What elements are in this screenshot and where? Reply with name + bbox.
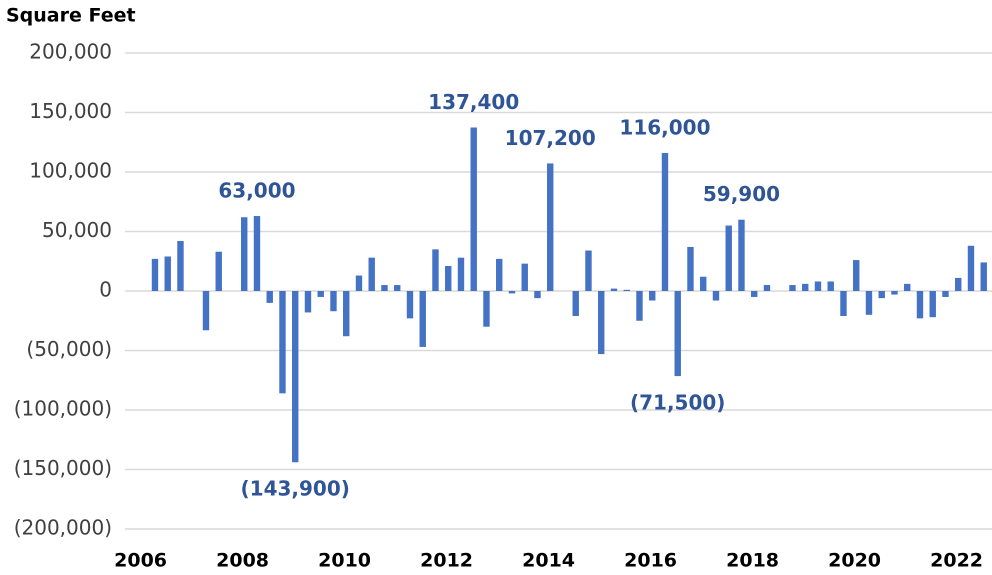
- y-tick-label: 200,000: [29, 40, 112, 64]
- bar: [610, 288, 618, 291]
- y-tick-label: (100,000): [14, 397, 112, 421]
- bar: [572, 291, 579, 316]
- data-label: (143,900): [241, 477, 350, 501]
- bar: [151, 258, 159, 291]
- bar: [253, 216, 261, 291]
- y-tick-label: 0: [99, 278, 112, 302]
- bar: [700, 276, 707, 291]
- bar: [547, 163, 554, 291]
- bar: [827, 281, 834, 291]
- bar: [304, 291, 312, 313]
- bar: [445, 266, 452, 291]
- bar: [623, 289, 630, 291]
- bar: [202, 291, 210, 331]
- data-label: 63,000: [218, 179, 295, 203]
- x-tick-label: 2008: [216, 550, 269, 572]
- bar: [164, 256, 171, 291]
- bar: [980, 262, 987, 291]
- data-label: 107,200: [505, 126, 596, 150]
- x-tick-label: 2006: [114, 550, 167, 572]
- x-tick-label: 2022: [930, 550, 983, 572]
- bar: [661, 152, 669, 291]
- bar: [266, 291, 273, 303]
- x-tick-label: 2018: [726, 550, 779, 572]
- bar: [585, 250, 592, 291]
- x-tick-label: 2014: [522, 550, 575, 572]
- bar: [355, 275, 363, 291]
- bar: [317, 291, 324, 297]
- x-tick-label: 2012: [420, 550, 473, 572]
- x-tick-label: 2020: [828, 550, 881, 572]
- y-tick-label: (50,000): [26, 337, 112, 361]
- bar: [419, 291, 426, 347]
- bar: [521, 263, 528, 291]
- y-tick-label: (150,000): [14, 456, 112, 480]
- bar: [343, 291, 350, 337]
- bar: [865, 291, 873, 315]
- bar: [241, 217, 248, 291]
- bar: [177, 241, 184, 291]
- bar: [496, 258, 503, 291]
- y-tick-label: 150,000: [29, 99, 112, 123]
- bar: [394, 285, 401, 291]
- data-label: 137,400: [428, 90, 519, 114]
- bar: [368, 257, 375, 291]
- bar: [802, 283, 809, 291]
- y-axis-title: Square Feet: [6, 5, 136, 27]
- bar: [292, 291, 299, 463]
- bar: [636, 291, 643, 321]
- bar: [457, 257, 465, 291]
- bar: [406, 291, 414, 319]
- x-tick-label: 2016: [624, 550, 677, 572]
- bar: [916, 291, 924, 319]
- bar: [279, 291, 286, 394]
- bar: [751, 291, 758, 297]
- x-tick-label: 2010: [318, 550, 371, 572]
- bar: [725, 225, 732, 291]
- bar: [942, 291, 949, 297]
- bar: [674, 291, 681, 377]
- bar: [891, 291, 898, 295]
- bar: [508, 291, 516, 294]
- bar: [789, 285, 796, 291]
- bar: [381, 285, 388, 291]
- bar: [470, 127, 477, 291]
- bar: [534, 291, 541, 299]
- bar: [215, 251, 222, 291]
- data-label: 116,000: [619, 115, 710, 139]
- bar: [763, 285, 771, 291]
- bar: [955, 277, 962, 291]
- bar: [814, 281, 822, 291]
- bar: [738, 219, 745, 291]
- bar: [904, 283, 911, 291]
- data-label: 59,900: [703, 182, 780, 206]
- bar: [330, 291, 337, 312]
- data-label: (71,500): [630, 391, 725, 415]
- y-tick-label: 50,000: [42, 218, 112, 242]
- bar: [967, 245, 975, 291]
- y-tick-label: (200,000): [14, 516, 112, 540]
- bar: [878, 291, 885, 299]
- bar: [687, 246, 694, 291]
- bar: [432, 249, 439, 291]
- y-tick-label: 100,000: [29, 159, 112, 183]
- bar: [853, 260, 860, 291]
- bar: [649, 291, 656, 301]
- bar: [598, 291, 605, 355]
- bar: [712, 291, 720, 301]
- bar: [483, 291, 490, 327]
- bar: [929, 291, 936, 318]
- bar: [840, 291, 847, 316]
